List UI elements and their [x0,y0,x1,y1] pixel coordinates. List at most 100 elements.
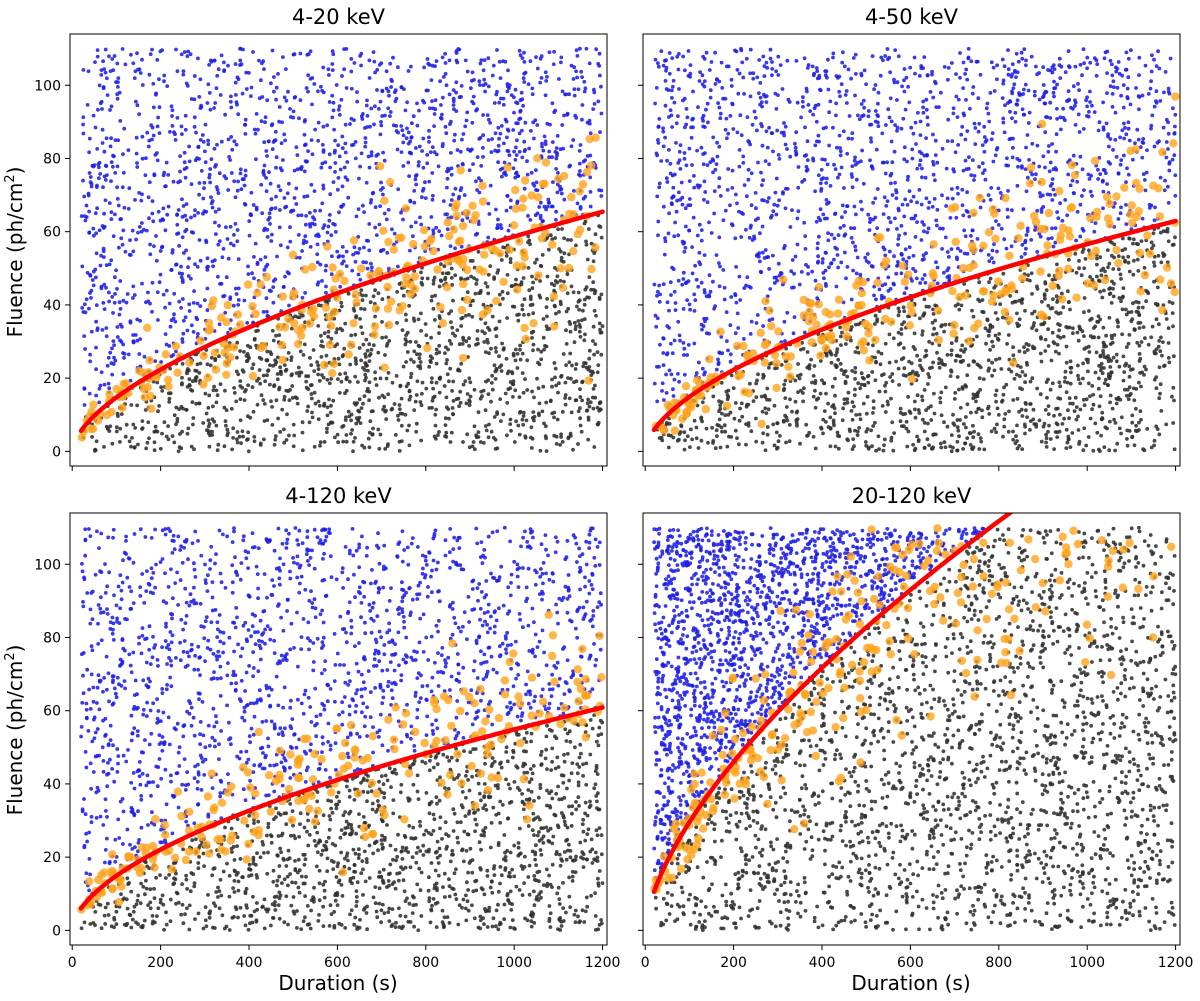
point-above [672,234,677,239]
point-below [310,415,315,420]
point-above [444,83,449,88]
point-above [477,190,482,195]
point-above [976,96,981,101]
point-above [477,137,482,141]
point-above [425,153,430,157]
point-above [550,155,554,160]
point-above [831,55,835,60]
point-below [554,311,558,316]
point-above [110,295,115,299]
point-above [885,160,889,165]
point-above [364,238,369,243]
point-above [697,79,702,83]
point-above [668,161,673,166]
point-above [554,146,559,151]
point-above [1051,244,1056,249]
point-below [450,325,455,330]
point-above [934,218,939,223]
point-above [859,159,863,164]
point-above [826,238,831,243]
point-below [585,257,590,262]
point-below [146,420,151,425]
point-above [954,94,959,99]
point-above [709,231,714,235]
point-above [794,130,799,135]
point-above [427,128,431,133]
point-below [563,396,567,400]
point-above [127,252,132,257]
point-above [89,184,94,189]
point-above [676,372,680,376]
point-above [560,89,565,94]
point-below [232,386,237,390]
point-above [301,241,306,246]
point-below [517,432,522,437]
point-above [165,84,170,88]
point-below [506,387,511,392]
point-above [97,160,102,165]
point-above [1001,81,1006,86]
point-above [778,271,783,275]
point-above [394,124,399,128]
point-above [505,135,509,140]
point-above [1070,178,1075,183]
point-above [1044,90,1049,94]
point-below [563,393,568,397]
point-above [423,180,427,185]
point-below [363,352,368,356]
point-above [683,206,688,211]
point-above [762,256,767,260]
point-near [226,353,235,362]
point-above [736,91,741,96]
point-above [696,105,700,109]
point-above [1088,89,1092,94]
point-below [489,346,493,351]
point-below [494,326,499,331]
point-above [658,292,662,297]
point-above [1172,131,1177,135]
point-below [553,375,557,380]
point-below [530,302,535,307]
point-near [520,176,530,185]
point-near [349,319,358,328]
series-above-threshold [79,46,604,419]
point-above [883,282,888,286]
point-above [913,269,918,274]
point-above [95,326,100,331]
point-below [593,342,598,346]
point-above [1155,140,1160,145]
point-below [282,427,286,432]
point-above [988,91,993,95]
point-above [265,235,270,239]
point-above [550,204,555,209]
point-above [1012,82,1017,87]
point-above [855,255,860,260]
point-above [108,350,113,355]
point-above [1127,138,1132,143]
point-above [231,243,236,248]
point-below [136,442,140,447]
point-below [237,434,242,439]
point-below [423,322,428,326]
point-above [899,271,904,276]
point-above [945,139,950,144]
point-above [1060,218,1065,223]
point-above [121,228,126,233]
point-above [140,83,145,87]
point-near [550,322,559,331]
point-below [235,340,240,345]
point-below [472,447,477,452]
point-above [859,199,863,204]
point-above [677,52,681,56]
point-above [522,60,527,64]
point-above [664,68,668,73]
point-above [95,183,99,188]
point-above [662,398,666,402]
point-below [197,401,202,406]
point-below [453,273,458,278]
point-above [303,159,308,164]
point-above [876,124,881,129]
point-above [582,79,587,84]
point-below [290,372,294,377]
point-above [316,138,321,143]
